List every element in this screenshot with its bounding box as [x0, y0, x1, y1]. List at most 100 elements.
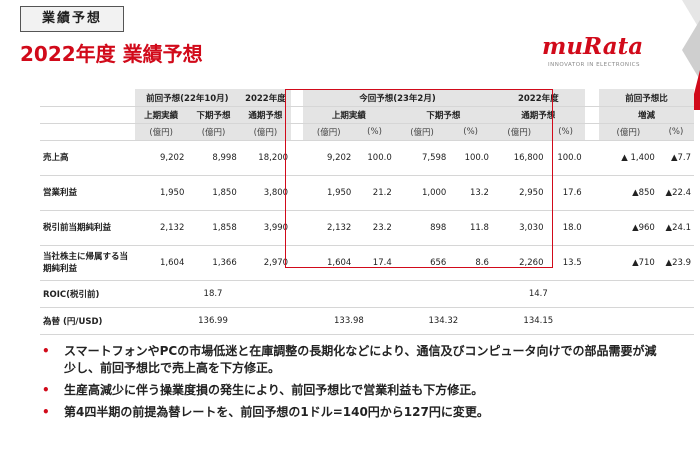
- cell: 11.8: [449, 210, 492, 246]
- cell: ▲960: [598, 210, 658, 246]
- subheader-c-h1: 上期実績: [303, 106, 395, 124]
- subheader-h1: 上期実績: [134, 106, 188, 124]
- cell: 3,990: [239, 210, 292, 246]
- cell: 9,202: [303, 140, 355, 176]
- unit-cell: (億円): [303, 123, 355, 141]
- cell: 134.32: [394, 307, 492, 335]
- note-text: 生産高減少に伴う操業度損の発生により、前回予想比で営業利益も下方修正。: [64, 383, 484, 397]
- unit-cell: (%): [657, 123, 694, 141]
- cell: 2,132: [134, 210, 188, 246]
- col-group-fy-cur: 2022年度: [491, 89, 585, 107]
- cell: 16,800: [491, 140, 547, 176]
- col-group-prev: 前回予想(22年10月): [134, 89, 240, 107]
- cell: 13.5: [546, 245, 585, 281]
- cell: 898: [394, 210, 450, 246]
- subheader-c-fy: 通期予想: [491, 106, 585, 124]
- cell: 14.7: [491, 280, 585, 308]
- table-subheader-row: 上期実績 下期予想 通期予想 上期実績 下期予想 通期予想 増減: [40, 106, 694, 124]
- cell: 1,950: [134, 175, 188, 211]
- subheader-c-h2: 下期予想: [394, 106, 492, 124]
- cell: 7,598: [394, 140, 450, 176]
- unit-cell: (%): [354, 123, 395, 141]
- note-text: スマートフォンやPCの市場低迷と在庫調整の長期化などにより、通信及びコンピュータ…: [64, 344, 657, 375]
- subheader-h2: 下期予想: [187, 106, 240, 124]
- cell: 9,202: [134, 140, 188, 176]
- cell: 1,858: [187, 210, 240, 246]
- notes-list: • スマートフォンやPCの市場低迷と在庫調整の長期化などにより、通信及びコンピュー…: [40, 343, 660, 426]
- section-tag: 業績予想: [20, 6, 124, 32]
- subheader-fy-prev: 通期予想: [239, 106, 292, 124]
- cell: 1,604: [134, 245, 188, 281]
- cell: 1,604: [303, 245, 355, 281]
- cell: 1,950: [303, 175, 355, 211]
- cell: 100.0: [546, 140, 585, 176]
- cell: 2,260: [491, 245, 547, 281]
- cell: 17.4: [354, 245, 395, 281]
- unit-cell: (億円): [187, 123, 240, 141]
- cell: 18.7: [134, 280, 292, 308]
- table-row-operating-income: 営業利益 1,950 1,850 3,800 1,950 21.2 1,000 …: [40, 175, 694, 211]
- subheader-diff: 増減: [598, 106, 694, 124]
- cell: ▲850: [598, 175, 658, 211]
- cell: ▲22.4: [657, 175, 694, 211]
- logo-tagline: INNOVATOR IN ELECTRONICS: [548, 62, 641, 68]
- cell: ▲ 1,400: [598, 140, 658, 176]
- row-label: 営業利益: [40, 175, 135, 211]
- cell: 23.2: [354, 210, 395, 246]
- cell: 21.2: [354, 175, 395, 211]
- unit-cell: (億円): [598, 123, 658, 141]
- row-label: 税引前当期純利益: [40, 210, 135, 246]
- cell: 1,850: [187, 175, 240, 211]
- cell: 656: [394, 245, 450, 281]
- page-title: 2022年度 業績予想: [20, 42, 203, 66]
- table-units-row: (億円) (億円) (億円) (億円) (%) (億円) (%) (億円) (%…: [40, 123, 694, 141]
- list-item: • 第4四半期の前提為替レートを、前回予想の1ドル=140円から127円に変更。: [40, 404, 660, 421]
- cell: 1,366: [187, 245, 240, 281]
- cell: 3,030: [491, 210, 547, 246]
- cell: 18.0: [546, 210, 585, 246]
- list-item: • スマートフォンやPCの市場低迷と在庫調整の長期化などにより、通信及びコンピュー…: [40, 343, 660, 377]
- unit-cell: (億円): [239, 123, 292, 141]
- note-text: 第4四半期の前提為替レートを、前回予想の1ドル=140円から127円に変更。: [64, 405, 489, 419]
- col-group-fy-prev: 2022年度: [239, 89, 292, 107]
- cell: 2,950: [491, 175, 547, 211]
- list-item: • 生産高減少に伴う操業度損の発生により、前回予想比で営業利益も下方修正。: [40, 382, 660, 399]
- cell: 17.6: [546, 175, 585, 211]
- row-label: 当社株主に帰属する当期純利益: [40, 245, 135, 281]
- table-row-sales: 売上高 9,202 8,998 18,200 9,202 100.0 7,598…: [40, 140, 694, 176]
- bullet-icon: •: [42, 405, 50, 419]
- unit-cell: (%): [449, 123, 492, 141]
- col-group-current: 今回予想(23年2月): [303, 89, 492, 107]
- table-header-group-row: 前回予想(22年10月) 2022年度 今回予想(23年2月) 2022年度 前…: [40, 89, 694, 107]
- cell: 8,998: [187, 140, 240, 176]
- cell: 2,132: [303, 210, 355, 246]
- cell: 100.0: [354, 140, 395, 176]
- cell: 1,000: [394, 175, 450, 211]
- table-row-pretax-income: 税引前当期純利益 2,132 1,858 3,990 2,132 23.2 89…: [40, 210, 694, 246]
- cell: 18,200: [239, 140, 292, 176]
- row-label: 売上高: [40, 140, 135, 176]
- cell: 3,800: [239, 175, 292, 211]
- cell: 8.6: [449, 245, 492, 281]
- cell: 134.15: [491, 307, 585, 335]
- unit-cell: (億円): [394, 123, 450, 141]
- cell: 136.99: [134, 307, 292, 335]
- cell: 13.2: [449, 175, 492, 211]
- row-label: ROIC(税引前): [40, 280, 135, 308]
- cell: ▲23.9: [657, 245, 694, 281]
- cell: ▲7.7: [657, 140, 694, 176]
- cell: 2,970: [239, 245, 292, 281]
- bullet-icon: •: [42, 344, 50, 358]
- bullet-icon: •: [42, 383, 50, 397]
- unit-cell: (%): [546, 123, 585, 141]
- cell: ▲710: [598, 245, 658, 281]
- cell: ▲24.1: [657, 210, 694, 246]
- table-row-fx: 為替 (円/USD) 136.99 133.98 134.32 134.15: [40, 307, 694, 335]
- logo-text: muRata: [542, 33, 643, 60]
- cell: 100.0: [449, 140, 492, 176]
- murata-logo: muRata: [542, 33, 643, 60]
- row-label: 為替 (円/USD): [40, 307, 135, 335]
- forecast-table: 前回予想(22年10月) 2022年度 今回予想(23年2月) 2022年度 前…: [40, 89, 694, 335]
- unit-cell: (億円): [491, 123, 547, 141]
- unit-cell: (億円): [134, 123, 188, 141]
